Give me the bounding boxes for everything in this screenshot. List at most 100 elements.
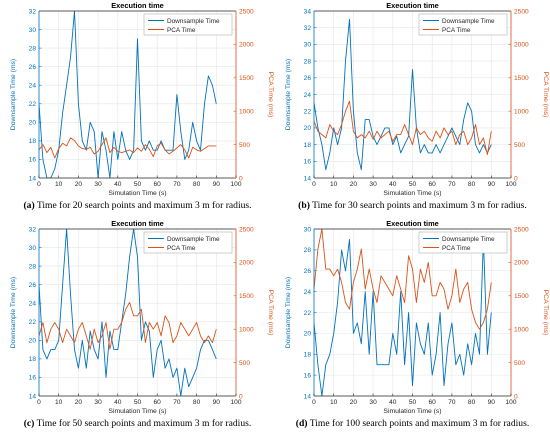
chart-title: Execution time [386,1,439,10]
x-tick-label: 80 [193,181,201,188]
x-tick-label: 0 [37,181,41,188]
y-tick-label: 32 [29,226,37,233]
x-tick-label: 20 [75,181,83,188]
figure-caption: (d) Time for 100 search points and maxim… [275,418,550,429]
y-right-tick-label: 1500 [514,75,529,82]
y-right-tick-label: 2500 [239,8,254,15]
x-tick-label: 100 [505,181,516,188]
x-tick-label: 70 [448,399,456,406]
legend: Downsample Time PCA Time [143,231,233,254]
y-right-tick-label: 500 [239,360,250,367]
y-right-tick-label: 1500 [514,293,529,300]
y-tick-label: 32 [29,8,37,15]
y-tick-label: 30 [304,226,312,233]
x-tick-label: 20 [75,399,83,406]
y-right-tick-label: 2000 [514,260,529,267]
legend: Downsample Time PCA Time [418,231,508,254]
figure-caption: (c) Time for 50 search points and maximu… [0,418,275,429]
x-tick-label: 60 [429,399,437,406]
y-right-tick-label: 1000 [239,327,254,334]
y-right-tick-label: 2000 [514,42,529,49]
x-tick-label: 80 [468,399,476,406]
y-tick-label: 20 [304,125,312,132]
y-right-tick-label: 1500 [239,293,254,300]
y-tick-label: 30 [29,27,37,34]
y-right-tick-label: 500 [514,142,525,149]
x-axis-label: Simulation Time (s) [108,190,166,197]
y-right-axis-label: PCA Time (ms) [542,72,549,118]
y-right-axis-label: PCA Time (ms) [542,290,549,336]
y-tick-label: 16 [29,375,37,382]
legend-label-downsample: Downsample Time [442,18,495,25]
x-tick-label: 10 [330,181,338,188]
y-right-tick-label: 500 [239,142,250,149]
downsample-series-line [314,18,492,171]
y-tick-label: 14 [29,393,37,400]
y-tick-label: 22 [29,101,37,108]
pca-series-line [39,137,217,159]
chart-title: Execution time [386,219,439,228]
downsample-series-line [39,229,217,396]
y-tick-label: 28 [304,247,312,254]
caption-label: (a) [23,200,35,211]
y-right-tick-label: 500 [514,360,525,367]
caption-label: (c) [23,418,35,429]
y-right-tick-label: 2000 [239,42,254,49]
y-tick-label: 22 [304,310,312,317]
y-tick-label: 20 [29,338,37,345]
legend: Downsample Time PCA Time [143,13,233,36]
x-tick-label: 40 [389,181,397,188]
x-tick-label: 10 [55,181,63,188]
caption-text: Time for 50 search points and maximum 3 … [34,418,252,429]
pca-series-line [314,100,492,156]
legend-box [418,231,508,254]
x-tick-label: 40 [389,399,397,406]
y-tick-label: 16 [304,159,312,166]
pca-series-line [314,229,492,330]
y-right-tick-label: 2000 [239,260,254,267]
x-tick-label: 10 [330,399,338,406]
y-tick-label: 22 [29,319,37,326]
x-tick-label: 30 [94,181,102,188]
y-tick-label: 24 [304,289,312,296]
legend-label-downsample: Downsample Time [167,236,220,243]
x-tick-label: 0 [312,181,316,188]
y-right-tick-label: 0 [514,175,518,182]
y-tick-label: 20 [29,120,37,127]
x-tick-label: 100 [505,399,516,406]
y-tick-label: 28 [29,263,37,270]
x-tick-label: 50 [134,181,142,188]
y-tick-label: 14 [304,393,312,400]
x-tick-label: 100 [230,399,241,406]
caption-label: (b) [298,200,310,211]
x-tick-label: 0 [312,399,316,406]
legend-label-pca: PCA Time [442,245,471,252]
caption-label: (d) [295,418,308,429]
y-tick-label: 30 [29,245,37,252]
y-tick-label: 28 [304,58,312,65]
y-right-axis-label: PCA Time (ms) [267,290,274,336]
x-tick-label: 80 [468,181,476,188]
x-tick-label: 30 [369,181,377,188]
caption-text: Time for 20 search points and maximum 3 … [34,200,252,211]
legend: Downsample Time PCA Time [418,13,508,36]
y-right-axis-label: PCA Time (ms) [267,72,274,118]
figure-caption: (b) Time for 30 search points and maximu… [275,200,550,211]
y-tick-label: 24 [29,83,37,90]
x-tick-label: 10 [55,399,63,406]
x-tick-label: 80 [193,399,201,406]
x-tick-label: 60 [154,181,162,188]
y-tick-label: 20 [304,331,312,338]
y-right-tick-label: 1000 [514,109,529,116]
x-tick-label: 90 [488,181,496,188]
y-tick-label: 22 [304,109,312,116]
y-axis-label: Downsample Time (ms) [285,59,292,130]
x-axis-label: Simulation Time (s) [108,408,166,415]
x-tick-label: 40 [114,399,122,406]
legend-label-downsample: Downsample Time [442,236,495,243]
y-tick-label: 28 [29,45,37,52]
x-tick-label: 60 [154,399,162,406]
y-right-tick-label: 2500 [514,8,529,15]
chart-panel-2: 0 10 20 30 40 50 60 70 80 90 100 14 16 18 20 22 24 26 28 30… [285,1,549,197]
